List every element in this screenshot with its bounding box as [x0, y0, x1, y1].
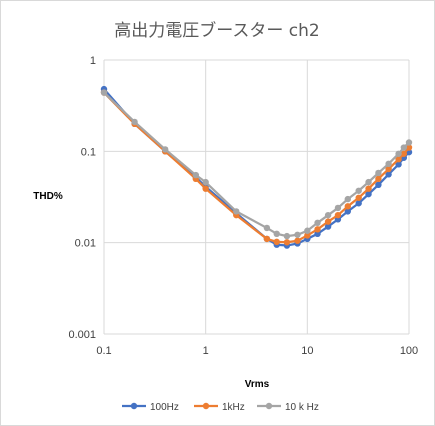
data-point	[162, 146, 169, 153]
data-point	[355, 194, 362, 201]
data-point	[202, 178, 209, 186]
data-point	[400, 144, 408, 151]
data-point	[365, 190, 372, 198]
data-point	[324, 211, 332, 219]
x-axis-title: Vrms	[245, 379, 270, 390]
data-point	[334, 204, 342, 212]
y-tick-label: 0.01	[75, 238, 96, 250]
legend: 100Hz 1kHz 10 k Hz	[122, 402, 319, 413]
data-point	[385, 171, 392, 178]
legend-item: 1kHz	[194, 402, 245, 413]
series-layer	[100, 85, 413, 249]
series-line	[103, 88, 410, 247]
data-point	[131, 118, 138, 126]
data-point	[283, 239, 291, 246]
data-point	[395, 150, 402, 157]
data-point	[192, 171, 200, 179]
legend-swatch-marker	[130, 402, 138, 410]
data-point	[314, 219, 321, 226]
data-point	[233, 208, 240, 215]
data-point	[304, 227, 311, 234]
series-line	[103, 91, 410, 244]
legend-label: 10 k Hz	[285, 402, 319, 413]
data-point	[283, 232, 291, 240]
data-point	[375, 181, 382, 189]
data-point	[334, 211, 342, 219]
data-point	[294, 231, 301, 238]
data-point	[344, 203, 351, 210]
series-2	[100, 89, 413, 240]
data-point	[365, 185, 372, 192]
data-point	[324, 223, 332, 230]
data-point	[355, 200, 362, 207]
y-tick-label: 0.1	[81, 146, 96, 158]
y-axis-title: THD%	[33, 191, 63, 202]
x-tick-label: 1	[203, 345, 209, 357]
data-point	[294, 237, 301, 244]
x-tick-label: 10	[301, 345, 313, 357]
data-point	[263, 224, 271, 232]
legend-label: 100Hz	[150, 402, 179, 413]
data-point	[385, 165, 392, 173]
legend-item: 100Hz	[122, 402, 179, 413]
data-point	[344, 195, 351, 203]
series-0	[100, 85, 413, 249]
series-line	[103, 91, 410, 238]
y-tick-label: 1	[90, 55, 96, 67]
x-tick-label: 100	[400, 345, 418, 357]
data-point	[324, 218, 332, 225]
chart-title: 高出力電圧ブースター ch2	[114, 20, 320, 41]
data-point	[263, 235, 271, 243]
legend-swatch-marker	[265, 402, 273, 410]
data-point	[395, 161, 402, 168]
gridlines	[103, 59, 410, 335]
data-point	[314, 230, 321, 238]
data-point	[202, 185, 209, 192]
legend-swatch-marker	[202, 402, 210, 410]
data-point	[375, 169, 382, 177]
x-tick-label: 0.1	[96, 345, 111, 357]
data-point	[395, 156, 402, 163]
tick-labels: 0.001 0.01 0.1 1 0.1 1 10 100	[68, 55, 418, 357]
data-point	[304, 232, 311, 239]
data-point	[375, 175, 382, 183]
legend-label: 1kHz	[222, 402, 245, 413]
data-point	[400, 150, 408, 157]
data-point	[365, 178, 372, 186]
data-point	[273, 230, 280, 238]
data-point	[385, 160, 392, 168]
data-point	[405, 144, 413, 151]
data-point	[355, 187, 362, 194]
legend-item: 10 k Hz	[257, 402, 319, 413]
y-tick-label: 0.001	[68, 329, 96, 341]
data-point	[405, 139, 413, 146]
data-point	[273, 238, 280, 246]
data-point	[100, 89, 108, 96]
data-point	[314, 226, 321, 233]
data-point	[344, 208, 351, 215]
